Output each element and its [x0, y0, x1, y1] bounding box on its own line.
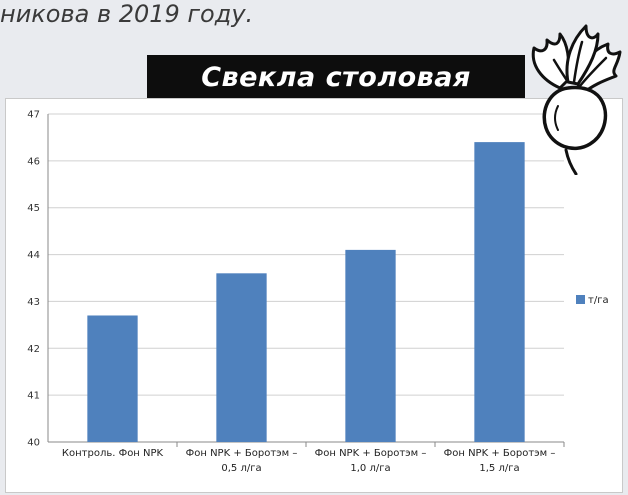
x-tick-label: Фон NPK + Боротэм –: [444, 448, 556, 459]
title-banner: Свекла столовая: [147, 55, 525, 100]
legend-swatch: [576, 295, 585, 304]
x-tick-label: 1,0 л/га: [350, 463, 390, 474]
bar: [87, 315, 138, 442]
beetroot-icon: [531, 24, 622, 175]
bar: [216, 273, 267, 442]
chart-frame: 40 41 42 43 44 45 46 47 Контроль. Фон NPK Фон NPK…: [5, 98, 623, 493]
y-tick-label: 46: [27, 156, 40, 167]
y-tick-label: 45: [27, 203, 40, 214]
y-tick-label: 42: [27, 344, 40, 355]
chart-title: Свекла столовая: [201, 62, 471, 93]
y-tick-label: 40: [27, 438, 40, 449]
y-tick-label: 47: [27, 110, 40, 121]
x-tick-label: Фон NPK + Боротэм –: [315, 448, 427, 459]
x-tick-label: Контроль. Фон NPK: [62, 448, 164, 459]
y-tick-label: 43: [27, 297, 40, 308]
legend-label: т/га: [588, 295, 609, 306]
y-tick-label: 44: [27, 250, 40, 261]
x-tick-label: 1,5 л/га: [479, 463, 519, 474]
x-tick-label: 0,5 л/га: [221, 463, 261, 474]
y-tick-label: 41: [27, 391, 40, 402]
bar-chart: 40 41 42 43 44 45 46 47 Контроль. Фон NPK Фон NPK…: [27, 110, 609, 475]
x-tick-label: Фон NPK + Боротэм –: [186, 448, 298, 459]
caption-text: никова в 2019 году.: [0, 0, 254, 28]
bar: [345, 249, 396, 442]
bar: [474, 142, 525, 442]
